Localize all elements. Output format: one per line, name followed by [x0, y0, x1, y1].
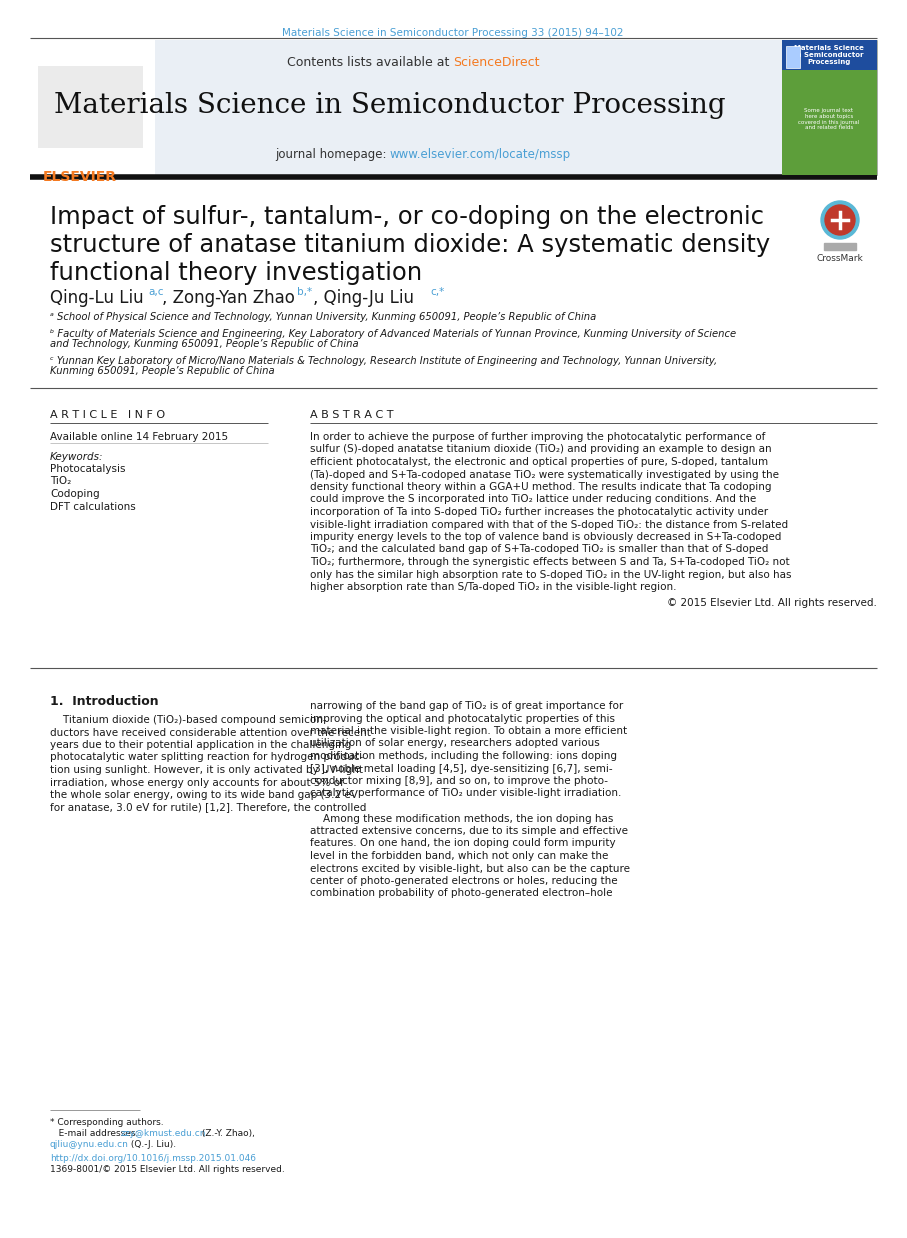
Text: ELSEVIER: ELSEVIER [43, 170, 117, 184]
Text: sulfur (S)-doped anatatse titanium dioxide (TiO₂) and providing an example to de: sulfur (S)-doped anatatse titanium dioxi… [310, 444, 772, 454]
Circle shape [825, 206, 855, 235]
Text: CrossMark: CrossMark [816, 254, 863, 262]
Text: journal homepage:: journal homepage: [275, 149, 390, 161]
Text: Impact of sulfur-, tantalum-, or co-doping on the electronic: Impact of sulfur-, tantalum-, or co-dopi… [50, 206, 764, 229]
Text: modification methods, including the following: ions doping: modification methods, including the foll… [310, 751, 617, 761]
Text: © 2015 Elsevier Ltd. All rights reserved.: © 2015 Elsevier Ltd. All rights reserved… [668, 598, 877, 608]
Text: efficient photocatalyst, the electronic and optical properties of pure, S-doped,: efficient photocatalyst, the electronic … [310, 457, 768, 467]
Text: Codoping: Codoping [50, 489, 100, 499]
Text: visible-light irradiation compared with that of the S-doped TiO₂: the distance f: visible-light irradiation compared with … [310, 520, 788, 530]
Text: http://dx.doi.org/10.1016/j.mssp.2015.01.046: http://dx.doi.org/10.1016/j.mssp.2015.01… [50, 1154, 256, 1162]
Text: features. On one hand, the ion doping could form impurity: features. On one hand, the ion doping co… [310, 838, 616, 848]
Text: TiO₂; and the calculated band gap of S+Ta-codoped TiO₂ is smaller than that of S: TiO₂; and the calculated band gap of S+T… [310, 545, 768, 555]
Text: TiO₂; furthermore, through the synergistic effects between S and Ta, S+Ta-codope: TiO₂; furthermore, through the synergist… [310, 557, 790, 567]
Text: zzy@kmust.edu.cn: zzy@kmust.edu.cn [121, 1129, 207, 1138]
Text: , Zong-Yan Zhao: , Zong-Yan Zhao [162, 288, 295, 307]
Text: Qing-Lu Liu: Qing-Lu Liu [50, 288, 143, 307]
Text: (Z.-Y. Zhao),: (Z.-Y. Zhao), [199, 1129, 255, 1138]
Text: ductors have received considerable attention over the recent: ductors have received considerable atten… [50, 728, 371, 738]
Text: b,*: b,* [297, 287, 312, 297]
Text: tion using sunlight. However, it is only activated by UV-light: tion using sunlight. However, it is only… [50, 765, 363, 775]
Text: center of photo-generated electrons or holes, reducing the: center of photo-generated electrons or h… [310, 877, 618, 886]
Text: [3], noble metal loading [4,5], dye-sensitizing [6,7], semi-: [3], noble metal loading [4,5], dye-sens… [310, 764, 612, 774]
Text: A R T I C L E   I N F O: A R T I C L E I N F O [50, 410, 165, 420]
Bar [782, 71, 877, 175]
Text: attracted extensive concerns, due to its simple and effective: attracted extensive concerns, due to its… [310, 826, 628, 836]
Text: Photocatalysis: Photocatalysis [50, 464, 125, 474]
Text: electrons excited by visible-light, but also can be the capture: electrons excited by visible-light, but … [310, 863, 630, 874]
Text: 1.  Introduction: 1. Introduction [50, 695, 159, 708]
Text: combination probability of photo-generated electron–hole: combination probability of photo-generat… [310, 889, 612, 899]
Text: , Qing-Ju Liu: , Qing-Ju Liu [313, 288, 414, 307]
Text: E-mail addresses:: E-mail addresses: [50, 1129, 141, 1138]
Text: structure of anatase titanium dioxide: A systematic density: structure of anatase titanium dioxide: A… [50, 233, 770, 258]
Text: Materials Science
in Semiconductor
Processing: Materials Science in Semiconductor Proce… [794, 45, 864, 66]
Text: Keywords:: Keywords: [50, 452, 103, 462]
Text: Kunming 650091, People’s Republic of China: Kunming 650091, People’s Republic of Chi… [50, 366, 275, 376]
Text: incorporation of Ta into S-doped TiO₂ further increases the photocatalytic activ: incorporation of Ta into S-doped TiO₂ fu… [310, 508, 768, 517]
Text: Materials Science in Semiconductor Processing: Materials Science in Semiconductor Proce… [54, 92, 726, 119]
Text: Materials Science in Semiconductor Processing 33 (2015) 94–102: Materials Science in Semiconductor Proce… [282, 28, 624, 38]
Text: functional theory investigation: functional theory investigation [50, 261, 422, 285]
Text: (Ta)-doped and S+Ta-codoped anatase TiO₂ were systematically investigated by usi: (Ta)-doped and S+Ta-codoped anatase TiO₂… [310, 469, 779, 479]
Text: In order to achieve the purpose of further improving the photocatalytic performa: In order to achieve the purpose of furth… [310, 432, 766, 442]
Text: higher absorption rate than S/Ta-doped TiO₂ in the visible-light region.: higher absorption rate than S/Ta-doped T… [310, 582, 677, 592]
Text: the whole solar energy, owing to its wide band gap (3.2 eV: the whole solar energy, owing to its wid… [50, 790, 358, 800]
Text: a,c: a,c [148, 287, 163, 297]
Text: density functional theory within a GGA+U method. The results indicate that Ta co: density functional theory within a GGA+U… [310, 482, 772, 491]
Text: improving the optical and photocatalytic properties of this: improving the optical and photocatalytic… [310, 713, 615, 723]
Text: only has the similar high absorption rate to S-doped TiO₂ in the UV-light region: only has the similar high absorption rat… [310, 569, 792, 579]
Text: material in the visible-light region. To obtain a more efficient: material in the visible-light region. To… [310, 725, 627, 737]
Bar [38, 66, 143, 149]
Circle shape [821, 201, 859, 239]
Text: level in the forbidden band, which not only can make the: level in the forbidden band, which not o… [310, 851, 609, 860]
Text: impurity energy levels to the top of valence band is obviously decreased in S+Ta: impurity energy levels to the top of val… [310, 532, 781, 542]
Text: catalytic performance of TiO₂ under visible-light irradiation.: catalytic performance of TiO₂ under visi… [310, 789, 621, 799]
Bar [782, 40, 877, 71]
Text: conductor mixing [8,9], and so on, to improve the photo-: conductor mixing [8,9], and so on, to im… [310, 776, 608, 786]
Bar [30, 40, 155, 175]
Text: c,*: c,* [430, 287, 444, 297]
Text: for anatase, 3.0 eV for rutile) [1,2]. Therefore, the controlled: for anatase, 3.0 eV for rutile) [1,2]. T… [50, 802, 366, 812]
Text: photocatalytic water splitting reaction for hydrogen produc-: photocatalytic water splitting reaction … [50, 753, 363, 763]
Text: Available online 14 February 2015: Available online 14 February 2015 [50, 432, 229, 442]
Bar [824, 243, 856, 250]
Text: Some journal text
here about topics
covered in this journal
and related fields: Some journal text here about topics cove… [798, 108, 860, 130]
Text: www.elsevier.com/locate/mssp: www.elsevier.com/locate/mssp [390, 149, 571, 161]
Text: DFT calculations: DFT calculations [50, 501, 136, 511]
Text: TiO₂: TiO₂ [50, 477, 72, 487]
Text: and Technology, Kunming 650091, People’s Republic of China: and Technology, Kunming 650091, People’s… [50, 339, 358, 349]
Text: ScienceDirect: ScienceDirect [453, 56, 540, 69]
Text: years due to their potential application in the challenging: years due to their potential application… [50, 740, 351, 750]
Text: ᶜ Yunnan Key Laboratory of Micro/Nano Materials & Technology, Research Institute: ᶜ Yunnan Key Laboratory of Micro/Nano Ma… [50, 357, 717, 366]
Text: (Q.-J. Liu).: (Q.-J. Liu). [128, 1140, 176, 1149]
Bar [782, 40, 877, 175]
Bar [155, 40, 782, 175]
Text: 1369-8001/© 2015 Elsevier Ltd. All rights reserved.: 1369-8001/© 2015 Elsevier Ltd. All right… [50, 1165, 285, 1174]
Text: utilization of solar energy, researchers adopted various: utilization of solar energy, researchers… [310, 739, 600, 749]
Text: ᵃ School of Physical Science and Technology, Yunnan University, Kunming 650091, : ᵃ School of Physical Science and Technol… [50, 312, 596, 322]
Text: ᵇ Faculty of Materials Science and Engineering, Key Laboratory of Advanced Mater: ᵇ Faculty of Materials Science and Engin… [50, 329, 736, 339]
Text: qjliu@ynu.edu.cn: qjliu@ynu.edu.cn [50, 1140, 129, 1149]
Text: A B S T R A C T: A B S T R A C T [310, 410, 394, 420]
Text: Contents lists available at: Contents lists available at [287, 56, 453, 69]
Text: could improve the S incorporated into TiO₂ lattice under reducing conditions. An: could improve the S incorporated into Ti… [310, 494, 756, 505]
Text: narrowing of the band gap of TiO₂ is of great importance for: narrowing of the band gap of TiO₂ is of … [310, 701, 623, 711]
Bar [786, 46, 800, 68]
Text: Titanium dioxide (TiO₂)-based compound semicon-: Titanium dioxide (TiO₂)-based compound s… [50, 716, 327, 725]
Text: Among these modification methods, the ion doping has: Among these modification methods, the io… [310, 813, 613, 823]
Text: irradiation, whose energy only accounts for about 5% of: irradiation, whose energy only accounts … [50, 777, 344, 787]
Text: * Corresponding authors.: * Corresponding authors. [50, 1118, 163, 1127]
